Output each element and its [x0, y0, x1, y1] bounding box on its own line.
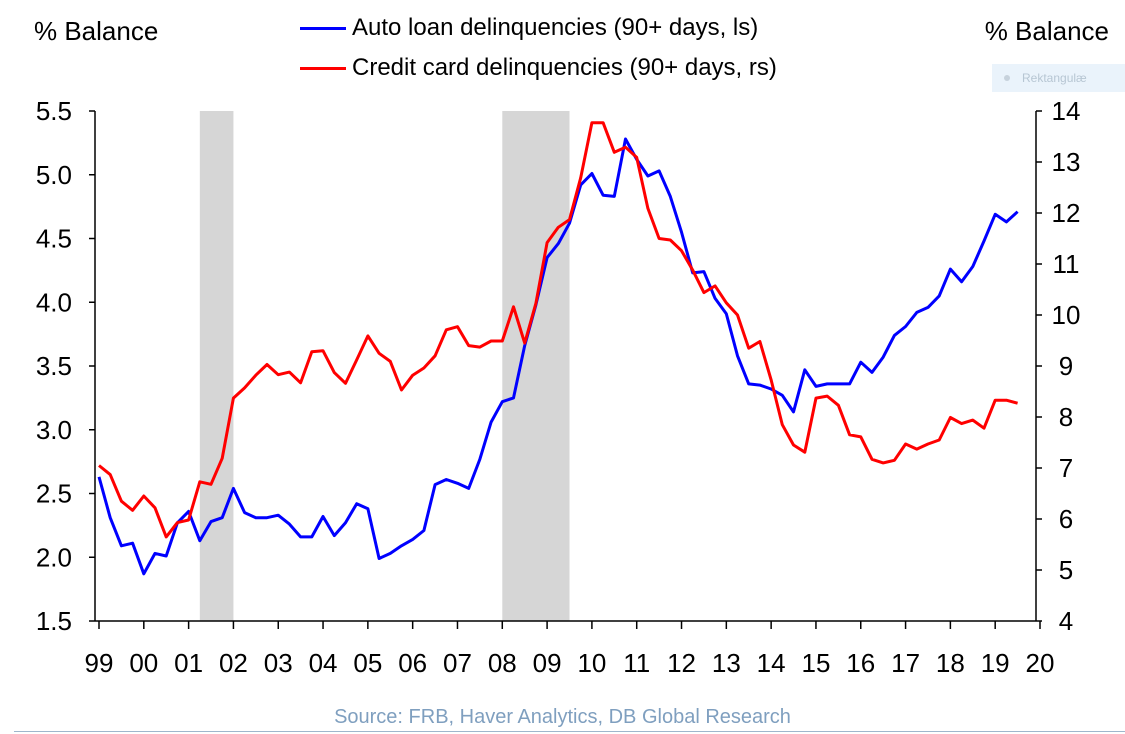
- x-tick-label: 16: [846, 648, 875, 678]
- tick-marks: [89, 110, 1042, 629]
- x-tick-label: 08: [488, 648, 517, 678]
- recession-band: [199, 111, 234, 621]
- auto-loan-series-line: [97, 137, 1019, 576]
- x-tick-label: 99: [85, 648, 114, 678]
- left-tick-label: 3.0: [36, 415, 72, 445]
- right-tick-label: 5: [1059, 555, 1073, 585]
- left-tick-label: 5.5: [36, 96, 72, 126]
- right-axis-title: % Balance: [984, 16, 1109, 46]
- left-tick-label: 4.0: [36, 287, 72, 317]
- legend-label-credit: Credit card delinquencies (90+ days, rs): [352, 54, 777, 81]
- left-tick-label: 5.0: [36, 160, 72, 190]
- x-tick-labels: 99 00 01 02 03 04 05 06 07 08 09 10 11 12 13 14 15 16 17 18…: [85, 648, 1055, 678]
- recession-band: [502, 111, 570, 621]
- x-tick-label: 11: [623, 648, 650, 678]
- right-tick-label: 12: [1052, 198, 1081, 228]
- right-tick-label: 9: [1059, 351, 1073, 381]
- credit-card-series-line: [98, 121, 1018, 539]
- x-tick-label: 13: [712, 648, 741, 678]
- x-tick-label: 20: [1026, 648, 1055, 678]
- x-tick-label: 04: [309, 648, 338, 678]
- recession-shading: [199, 111, 570, 621]
- left-axis-title: % Balance: [34, 16, 159, 46]
- right-tick-label: 6: [1059, 504, 1073, 534]
- left-tick-label: 2.0: [36, 542, 72, 572]
- x-tick-label: 18: [936, 648, 965, 678]
- x-tick-label: 02: [219, 648, 248, 678]
- legend-label-auto: Auto loan delinquencies (90+ days, ls): [352, 14, 759, 41]
- left-tick-labels: 5.5 5.0 4.5 4.0 3.5 3.0 2.5 2.0 1.5: [36, 96, 72, 636]
- left-tick-label: 1.5: [36, 606, 72, 636]
- x-tick-label: 03: [264, 648, 293, 678]
- right-tick-label: 11: [1053, 249, 1080, 279]
- x-tick-label: 00: [129, 648, 158, 678]
- x-tick-label: 19: [981, 648, 1010, 678]
- left-tick-label: 2.5: [36, 479, 72, 509]
- x-tick-label: 17: [891, 648, 920, 678]
- x-tick-label: 06: [398, 648, 427, 678]
- right-tick-label: 7: [1059, 453, 1073, 483]
- right-tick-label: 14: [1052, 96, 1081, 126]
- source-note: Source: FRB, Haver Analytics, DB Global …: [334, 706, 791, 728]
- x-tick-label: 05: [353, 648, 382, 678]
- series-lines: [97, 121, 1019, 576]
- selection-tag-label: Rektangulæ: [1022, 71, 1087, 85]
- right-tick-label: 10: [1052, 300, 1081, 330]
- x-tick-label: 10: [577, 648, 606, 678]
- source-divider: [14, 731, 1125, 732]
- legend-item-credit: Credit card delinquencies (90+ days, rs): [300, 48, 777, 88]
- legend-swatch-credit: [300, 66, 346, 70]
- legend: Auto loan delinquencies (90+ days, ls) C…: [300, 8, 777, 88]
- right-tick-label: 13: [1052, 147, 1081, 177]
- right-tick-label: 8: [1059, 402, 1073, 432]
- x-tick-label: 07: [443, 648, 472, 678]
- legend-item-auto: Auto loan delinquencies (90+ days, ls): [300, 8, 777, 48]
- x-tick-label: 01: [174, 648, 203, 678]
- x-tick-label: 15: [801, 648, 830, 678]
- left-tick-label: 4.5: [36, 224, 72, 254]
- x-tick-label: 09: [533, 648, 562, 678]
- right-tick-label: 4: [1059, 606, 1073, 636]
- selection-tag[interactable]: Rektangulæ: [992, 64, 1125, 92]
- selection-dot-icon: [1004, 75, 1010, 81]
- x-tick-label: 14: [757, 648, 786, 678]
- legend-swatch-auto: [300, 26, 346, 30]
- right-tick-labels: 14 13 12 11 10 9 8 7 6 5 4: [1052, 96, 1081, 636]
- left-tick-label: 3.5: [36, 351, 72, 381]
- x-tick-label: 12: [667, 648, 696, 678]
